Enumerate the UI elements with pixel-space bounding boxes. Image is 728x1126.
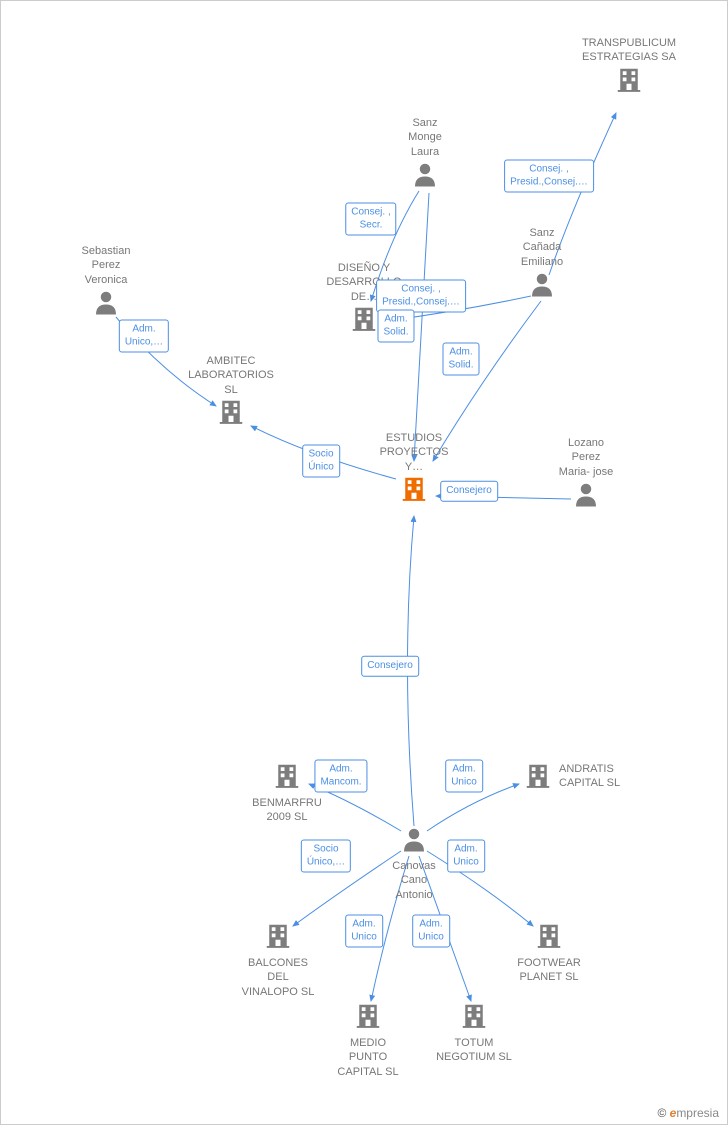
brand-rest: mpresia bbox=[676, 1106, 719, 1120]
node-label: MEDIOPUNTOCAPITAL SL bbox=[318, 1036, 418, 1079]
edge-label-canovas-totum: Adm.Unico bbox=[412, 915, 450, 948]
node-layer: TRANSPUBLICUMESTRATEGIAS SA SanzMongeLau… bbox=[1, 1, 728, 1126]
node-label: FOOTWEARPLANET SL bbox=[499, 956, 599, 985]
node-transpublicum[interactable]: TRANSPUBLICUMESTRATEGIAS SA bbox=[579, 36, 679, 100]
edge-label-canovas-balcones: SocioÚnico,… bbox=[301, 840, 351, 873]
node-totum[interactable]: TOTUMNEGOTIUM SL bbox=[424, 1001, 524, 1065]
edge-label-estudios-ambitec: SocioÚnico bbox=[302, 445, 340, 478]
building-icon bbox=[399, 474, 429, 504]
building-icon bbox=[272, 761, 302, 791]
building-icon bbox=[614, 65, 644, 95]
building-icon bbox=[459, 1001, 489, 1031]
person-icon bbox=[571, 479, 601, 509]
building-icon bbox=[523, 761, 553, 791]
node-label: SanzMongeLaura bbox=[375, 116, 475, 159]
node-sanz_monge[interactable]: SanzMongeLaura bbox=[375, 116, 475, 194]
node-label: ESTUDIOSPROYECTOSY… bbox=[364, 431, 464, 474]
edge-label-canovas-benmarfru: Adm.Mancom. bbox=[314, 760, 367, 793]
edge-label-canovas-footwear: Adm.Unico bbox=[447, 840, 485, 873]
node-sebastian_perez[interactable]: SebastianPerezVeronica bbox=[56, 244, 156, 322]
node-ambitec[interactable]: AMBITECLABORATORIOS SL bbox=[181, 354, 281, 432]
footer-credit: © empresia bbox=[657, 1106, 719, 1120]
person-icon bbox=[527, 269, 557, 299]
node-label: TOTUMNEGOTIUM SL bbox=[424, 1036, 524, 1065]
building-icon bbox=[349, 304, 379, 334]
node-label: LozanoPerezMaria- jose bbox=[536, 436, 636, 479]
edge-label-canovas-andratis: Adm.Unico bbox=[445, 760, 483, 793]
person-icon bbox=[91, 287, 121, 317]
node-label: ANDRATISCAPITAL SL bbox=[559, 762, 620, 791]
node-label: TRANSPUBLICUMESTRATEGIAS SA bbox=[579, 36, 679, 65]
node-label: SebastianPerezVeronica bbox=[56, 244, 156, 287]
node-label: BALCONESDELVINALOPO SL bbox=[228, 956, 328, 999]
node-sanz_canada[interactable]: SanzCañadaEmiliano bbox=[492, 226, 592, 304]
node-andratis[interactable]: ANDRATISCAPITAL SL bbox=[523, 761, 620, 791]
building-icon bbox=[353, 1001, 383, 1031]
edge-label-sanz_monge-estudios: Adm.Solid. bbox=[377, 310, 414, 343]
person-icon bbox=[399, 824, 429, 854]
edge-label-sanz_canada-diseno: Consej. ,Presid.,Consej.… bbox=[376, 280, 466, 313]
node-balcones[interactable]: BALCONESDELVINALOPO SL bbox=[228, 921, 328, 999]
edge-label-lozano-estudios: Consejero bbox=[440, 481, 498, 502]
node-medio_punto[interactable]: MEDIOPUNTOCAPITAL SL bbox=[318, 1001, 418, 1079]
edge-label-sanz_canada-transpublicum: Consej. ,Presid.,Consej.… bbox=[504, 160, 594, 193]
building-icon bbox=[534, 921, 564, 951]
edge-label-canovas-medio_punto: Adm.Unico bbox=[345, 915, 383, 948]
node-footwear[interactable]: FOOTWEARPLANET SL bbox=[499, 921, 599, 985]
node-lozano[interactable]: LozanoPerezMaria- jose bbox=[536, 436, 636, 514]
copyright-symbol: © bbox=[657, 1106, 666, 1120]
edge-label-sanz_monge-diseno: Consej. ,Secr. bbox=[345, 203, 396, 236]
node-label: SanzCañadaEmiliano bbox=[492, 226, 592, 269]
node-label: BENMARFRU2009 SL bbox=[237, 796, 337, 825]
edge-label-sebastian_perez-ambitec: Adm.Unico,… bbox=[119, 320, 169, 353]
edge-label-sanz_canada-estudios: Adm.Solid. bbox=[442, 343, 479, 376]
person-icon bbox=[410, 159, 440, 189]
node-label: AMBITECLABORATORIOS SL bbox=[181, 354, 281, 397]
building-icon bbox=[216, 397, 246, 427]
building-icon bbox=[263, 921, 293, 951]
edge-label-canovas-estudios: Consejero bbox=[361, 656, 419, 677]
